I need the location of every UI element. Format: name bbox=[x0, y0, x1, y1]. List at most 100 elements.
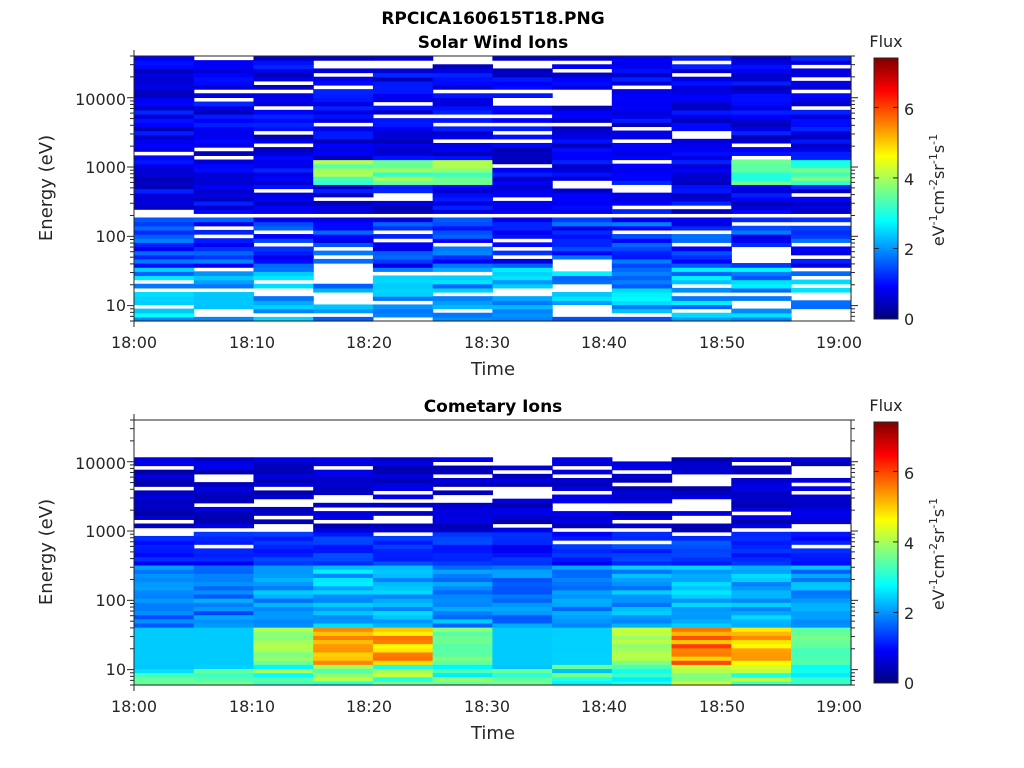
heatmap-cell bbox=[432, 130, 493, 136]
heatmap-cell bbox=[611, 93, 673, 99]
heatmap-cell bbox=[313, 229, 374, 235]
heatmap-cell bbox=[134, 246, 195, 252]
heatmap-cell bbox=[372, 283, 434, 289]
heatmap-cell bbox=[253, 93, 314, 99]
heatmap-cell bbox=[492, 80, 553, 86]
heatmap-cell bbox=[372, 296, 434, 301]
heatmap-cell bbox=[611, 151, 673, 156]
heatmap-cell bbox=[611, 122, 673, 127]
heatmap-cell bbox=[552, 171, 613, 177]
heatmap-cell bbox=[432, 84, 493, 90]
heatmap-cell bbox=[611, 283, 673, 289]
heatmap-cell bbox=[552, 147, 613, 152]
heatmap-cell bbox=[253, 126, 314, 132]
heatmap-cell bbox=[731, 101, 792, 107]
heatmap-cell bbox=[791, 234, 852, 239]
heatmap-cell bbox=[134, 217, 195, 223]
heatmap-cell bbox=[671, 126, 732, 132]
heatmap-cell bbox=[372, 221, 434, 227]
heatmap-cell bbox=[134, 263, 195, 268]
heatmap-cell bbox=[791, 155, 852, 161]
heatmap-cell bbox=[313, 105, 374, 111]
heatmap-cell bbox=[552, 176, 613, 181]
heatmap-cell bbox=[611, 200, 673, 206]
heatmap-cell bbox=[134, 258, 195, 264]
heatmap-cell bbox=[552, 279, 613, 285]
heatmap-cell bbox=[313, 118, 374, 123]
heatmap-cell bbox=[253, 180, 314, 185]
heatmap-cell bbox=[193, 76, 255, 82]
heatmap-cell bbox=[432, 250, 493, 256]
heatmap-cell bbox=[372, 130, 434, 136]
heatmap-cell bbox=[731, 209, 792, 214]
heatmap-cell bbox=[671, 167, 732, 173]
heatmap-cell bbox=[313, 200, 374, 206]
panel-title: Solar Wind Ions bbox=[418, 33, 569, 53]
heatmap-cell bbox=[611, 225, 673, 231]
heatmap-cell bbox=[731, 97, 792, 103]
heatmap-cell bbox=[372, 84, 434, 90]
heatmap-cell bbox=[372, 134, 434, 140]
heatmap-cell bbox=[193, 68, 255, 74]
heatmap-cell bbox=[492, 118, 553, 123]
heatmap-cell bbox=[432, 64, 493, 70]
heatmap-cell bbox=[432, 101, 493, 107]
heatmap-cell bbox=[134, 234, 195, 239]
heatmap-cell bbox=[432, 188, 493, 194]
heatmap-cell bbox=[372, 188, 434, 194]
heatmap-cell bbox=[372, 163, 434, 169]
heatmap-cell bbox=[492, 151, 553, 156]
heatmap-cell bbox=[492, 312, 553, 318]
heatmap-cell bbox=[432, 254, 493, 260]
heatmap-cell bbox=[611, 89, 673, 94]
heatmap-cell bbox=[552, 126, 613, 132]
heatmap-cell bbox=[193, 176, 255, 181]
heatmap-cell bbox=[791, 200, 852, 206]
heatmap-cell bbox=[134, 188, 195, 194]
heatmap-cell bbox=[791, 109, 852, 115]
heatmap-cell bbox=[253, 196, 314, 202]
heatmap-cell bbox=[313, 97, 374, 103]
heatmap-cell bbox=[611, 316, 673, 322]
heatmap-cell bbox=[432, 93, 493, 99]
heatmap-cell bbox=[372, 205, 434, 210]
heatmap-cell bbox=[372, 122, 434, 127]
heatmap-cell bbox=[134, 118, 195, 123]
heatmap-cell bbox=[253, 97, 314, 103]
heatmap-cell bbox=[253, 60, 314, 65]
heatmap-cell bbox=[611, 192, 673, 198]
heatmap-cell bbox=[731, 316, 792, 322]
heatmap-cell bbox=[611, 163, 673, 169]
heatmap-cell bbox=[492, 184, 553, 190]
heatmap-cell bbox=[731, 263, 792, 268]
heatmap-cell bbox=[552, 275, 613, 281]
heatmap-cell bbox=[671, 184, 732, 190]
heatmap-cell bbox=[492, 250, 553, 256]
heatmap-cell bbox=[731, 60, 792, 65]
heatmap-cell bbox=[432, 109, 493, 115]
heatmap-cell bbox=[731, 184, 792, 190]
heatmap-cell bbox=[731, 159, 792, 165]
heatmap-cell bbox=[432, 155, 493, 161]
heatmap-cell bbox=[253, 254, 314, 260]
heatmap-cell bbox=[492, 134, 553, 140]
heatmap-cell bbox=[791, 138, 852, 144]
heatmap-cell bbox=[134, 72, 195, 78]
heatmap-cell bbox=[552, 296, 613, 301]
heatmap-cell bbox=[313, 188, 374, 194]
heatmap-cell bbox=[193, 93, 255, 99]
heatmap-cell bbox=[253, 258, 314, 264]
heatmap-cell bbox=[731, 180, 792, 185]
heatmap-cell bbox=[313, 308, 374, 314]
heatmap-cell bbox=[791, 113, 852, 119]
heatmap-cell bbox=[134, 250, 195, 256]
heatmap-cell bbox=[731, 271, 792, 277]
heatmap-cell bbox=[134, 109, 195, 115]
heatmap-cell bbox=[492, 234, 553, 239]
heatmap-cell bbox=[253, 109, 314, 115]
heatmap-cell bbox=[313, 171, 374, 177]
heatmap-cell bbox=[432, 118, 493, 123]
heatmap-cell bbox=[134, 300, 195, 306]
heatmap-cell bbox=[193, 250, 255, 256]
heatmap-cell bbox=[193, 72, 255, 78]
